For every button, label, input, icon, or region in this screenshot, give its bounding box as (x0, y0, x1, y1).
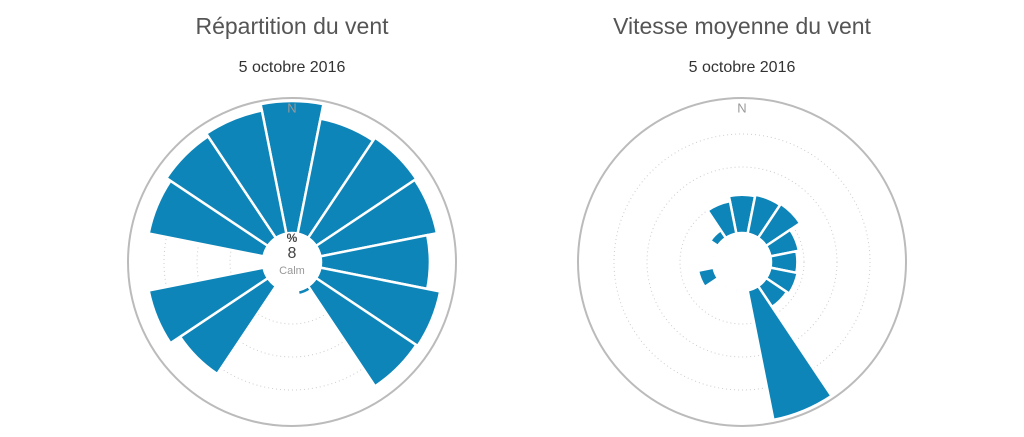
chart-subtitle: 5 octobre 2016 (689, 59, 796, 76)
chart-title: Vitesse moyenne du vent (613, 13, 871, 39)
sector (736, 289, 748, 293)
sector (259, 99, 325, 236)
sector (696, 266, 720, 289)
sector (306, 136, 418, 248)
outer-ring (577, 97, 907, 427)
sector (746, 284, 834, 422)
direction-label: N (287, 100, 296, 115)
sector (711, 256, 715, 268)
ring (679, 199, 805, 325)
sector (314, 178, 439, 258)
sector (764, 266, 800, 296)
center-text: Calm (279, 265, 305, 277)
center-value: 8 (288, 245, 297, 262)
sector (716, 277, 727, 288)
direction-label: N (737, 100, 746, 115)
sector (306, 276, 418, 388)
center-unit: % (287, 231, 298, 245)
sector (764, 228, 801, 258)
outer-ring (127, 97, 457, 427)
sector (204, 109, 288, 240)
sector (261, 256, 265, 268)
ring (646, 166, 838, 358)
sector (275, 285, 287, 292)
sector (314, 266, 442, 348)
sector (756, 202, 802, 248)
sector (296, 284, 313, 297)
sector (286, 289, 298, 293)
sector (705, 199, 738, 240)
sector (147, 266, 270, 345)
ring (613, 133, 871, 391)
chart-subtitle: 5 octobre 2016 (239, 59, 346, 76)
sector (725, 285, 737, 292)
sector (712, 245, 719, 257)
chart-title: Répartition du vent (195, 13, 389, 39)
